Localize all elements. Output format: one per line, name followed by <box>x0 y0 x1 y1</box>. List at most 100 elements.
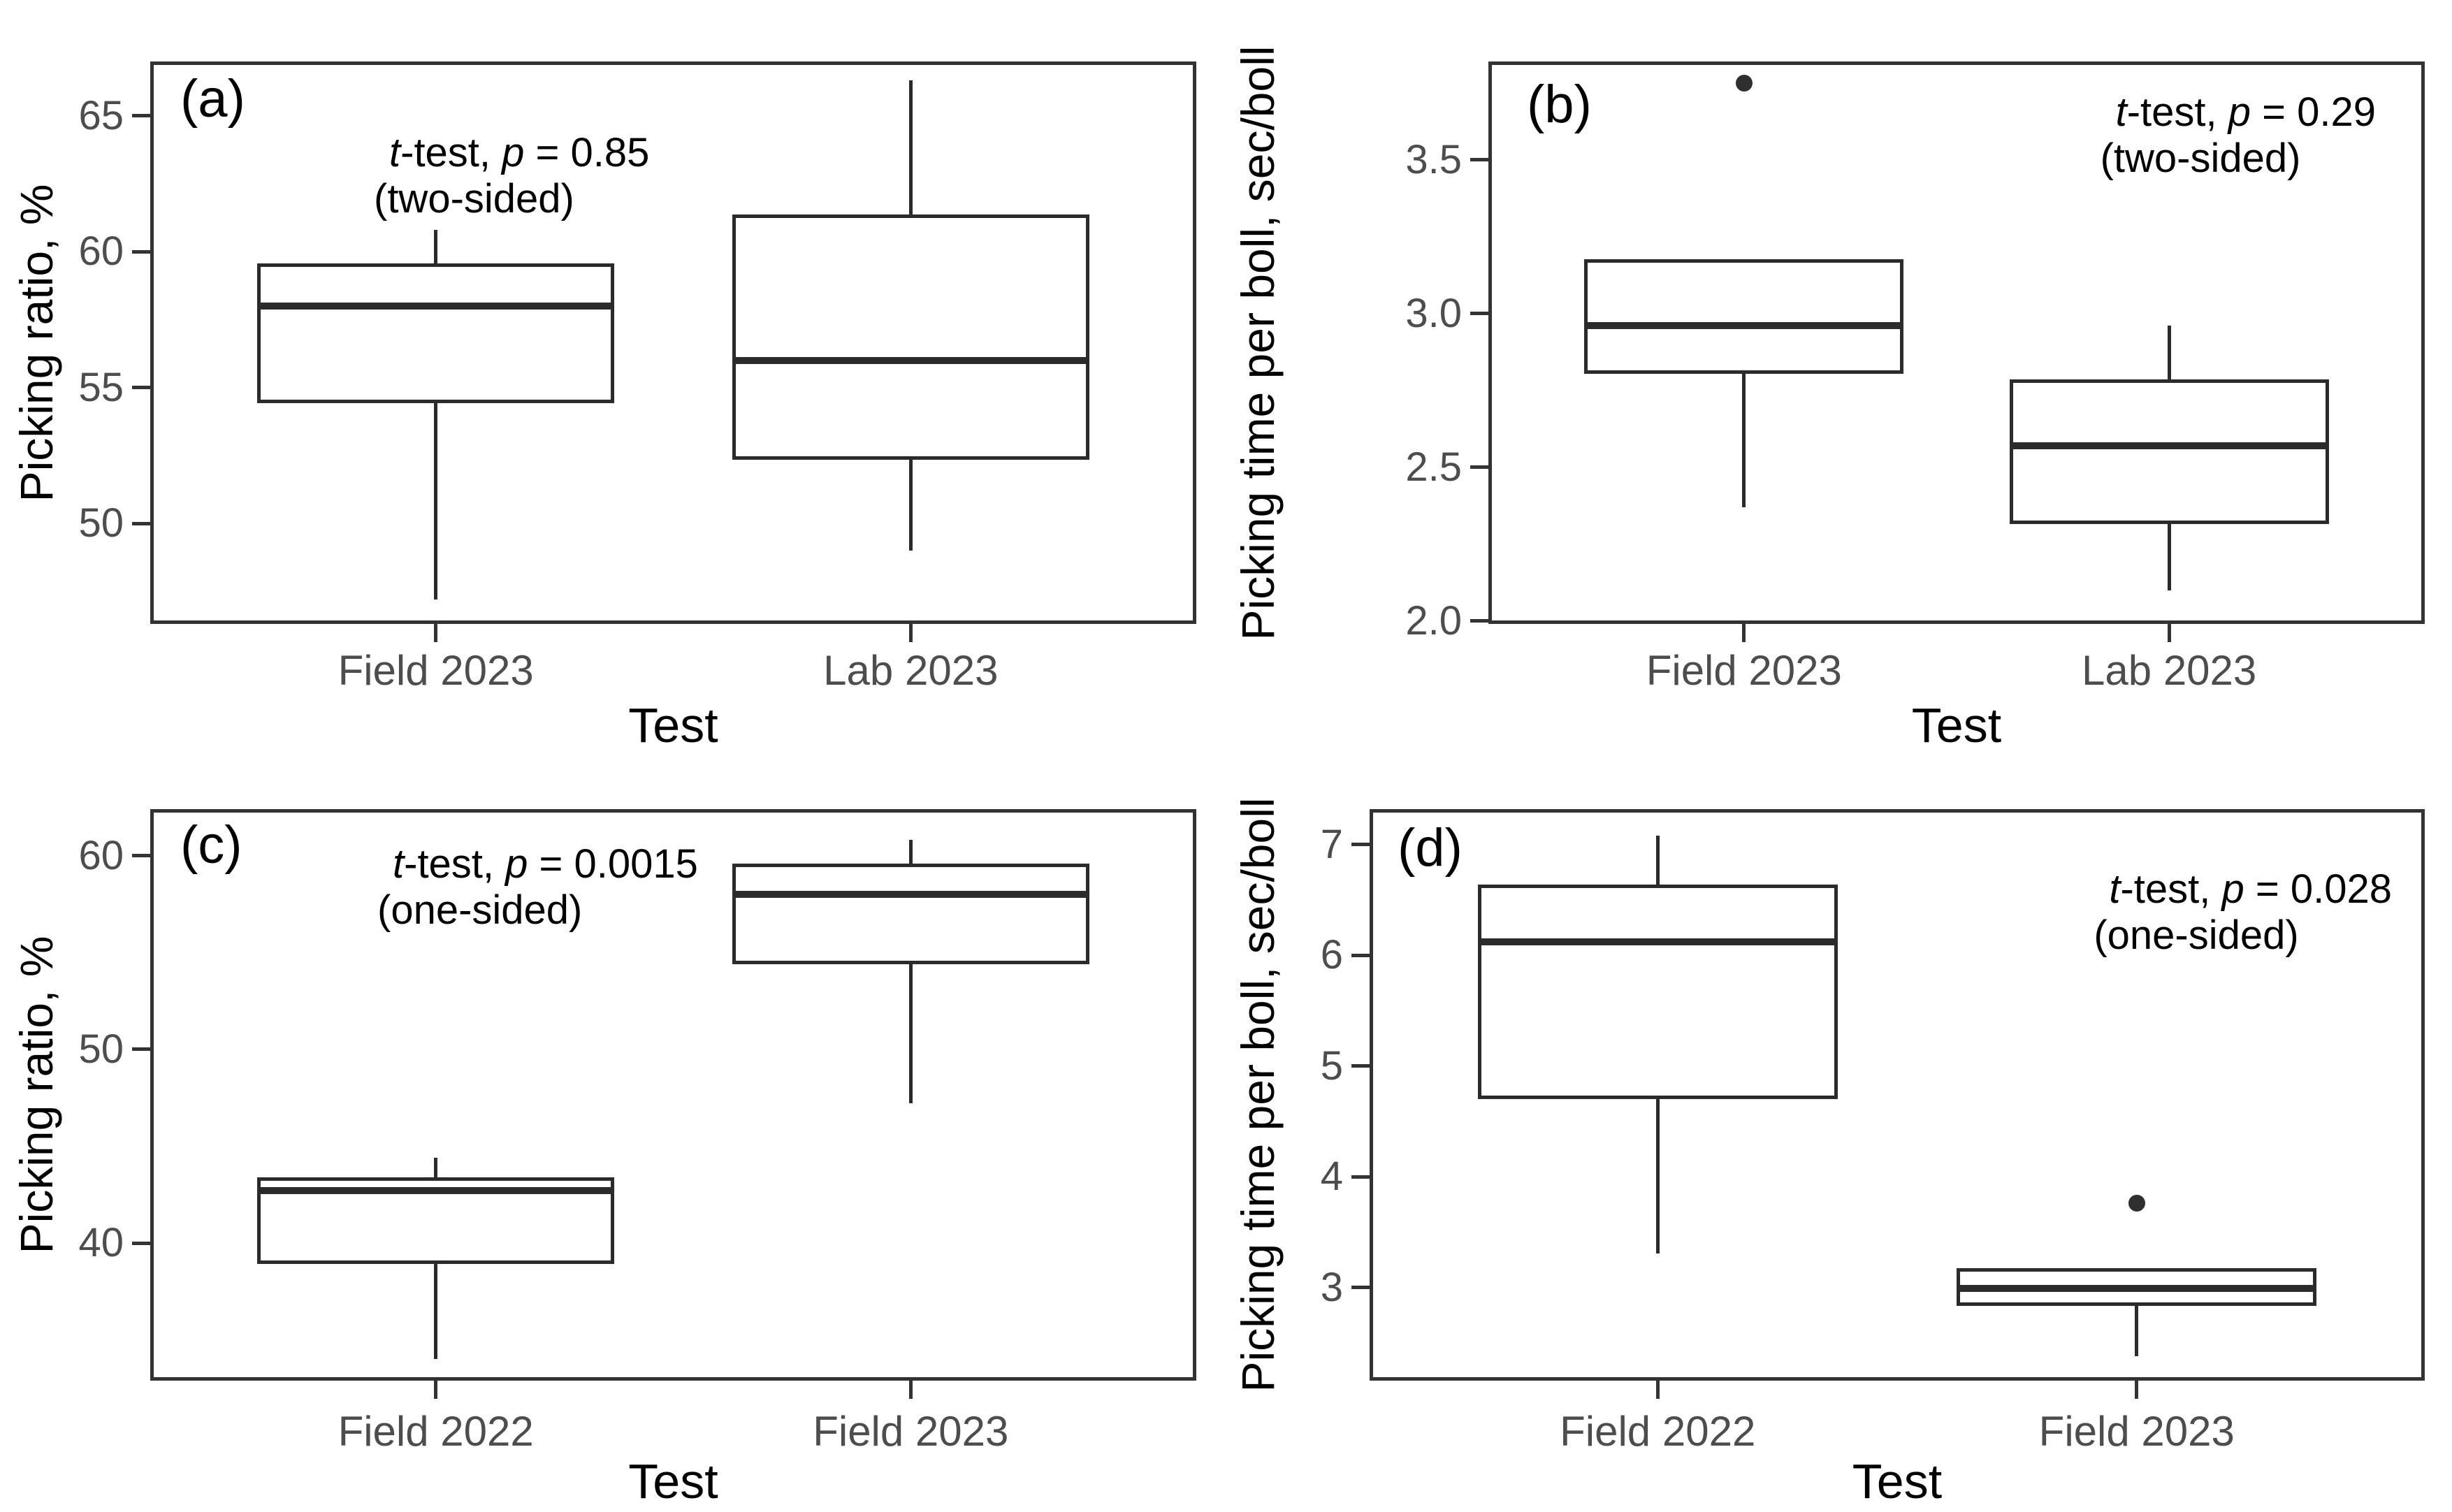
lower-whisker <box>908 962 913 1104</box>
y-tick-mark <box>1470 312 1488 316</box>
p-value-annotation-c: t-test, p = 0.0015 (one-sided) <box>377 841 698 933</box>
annotation-text-segment: -test, <box>400 130 502 175</box>
y-tick-label: 50 <box>78 500 124 546</box>
annotation-text-segment: = 0.0015 <box>528 841 698 887</box>
y-tick-mark <box>132 249 150 254</box>
y-tick-label: 2.0 <box>1405 597 1462 644</box>
annotation-test-line: t-test, p = 0.028 <box>2094 866 2392 913</box>
x-tick-mark <box>908 1381 913 1399</box>
annotation-italic-segment: t <box>393 841 405 887</box>
upper-whisker <box>434 230 438 266</box>
upper-whisker <box>434 1158 438 1179</box>
y-tick-label: 3.5 <box>1405 136 1462 182</box>
annotation-italic-segment: t <box>389 130 401 175</box>
y-tick-mark <box>1351 843 1370 847</box>
y-tick-mark <box>132 521 150 525</box>
panel-c-plot-area <box>150 809 1196 1381</box>
median-line <box>1477 938 1838 946</box>
annotation-text-segment: -test, <box>2120 866 2222 912</box>
y-tick-label: 3.0 <box>1405 290 1462 336</box>
upper-whisker <box>2167 326 2171 381</box>
lower-whisker <box>2135 1304 2139 1357</box>
x-tick-mark <box>2135 1381 2139 1399</box>
y-tick-label: 60 <box>78 832 124 878</box>
lower-whisker <box>2167 522 2171 590</box>
upper-whisker <box>908 840 913 866</box>
median-line <box>1584 322 1904 330</box>
annotation-text-segment: -test, <box>2126 89 2228 135</box>
panel-a-plot-area <box>150 61 1196 624</box>
lower-whisker <box>434 1262 438 1360</box>
y-tick-mark <box>1351 1175 1370 1179</box>
box-lab-2023 <box>732 215 1089 460</box>
x-axis-title-c: Test <box>628 1454 718 1509</box>
x-tick-mark <box>1742 624 1746 642</box>
p-value-annotation-b: t-test, p = 0.29 (two-sided) <box>2101 89 2376 182</box>
x-axis-title-d: Test <box>1852 1454 1943 1509</box>
upper-whisker <box>1655 836 1660 887</box>
y-tick-label: 2.5 <box>1405 444 1462 490</box>
annotation-italic-segment: p <box>2228 89 2251 135</box>
panel-label-b: (b) <box>1527 75 1592 134</box>
box-field-2022 <box>1477 885 1838 1099</box>
annotation-italic-segment: p <box>2221 866 2244 912</box>
y-tick-mark <box>132 114 150 118</box>
box-field-2023 <box>257 263 614 403</box>
y-tick-mark <box>132 1047 150 1052</box>
median-line <box>2009 442 2329 449</box>
y-tick-mark <box>1351 953 1370 957</box>
annotation-text-segment: = 0.85 <box>524 130 650 175</box>
x-tick-mark <box>1655 1381 1660 1399</box>
annotation-italic-segment: p <box>502 130 525 175</box>
x-tick-label-field-2022: Field 2022 <box>1560 1408 1756 1455</box>
x-tick-label-field-2023: Field 2023 <box>813 1408 1009 1455</box>
median-line <box>732 891 1089 898</box>
annotation-test-line: t-test, p = 0.85 <box>374 130 649 176</box>
annotation-italic-segment: t <box>2109 866 2121 912</box>
x-tick-mark <box>908 624 913 642</box>
y-tick-mark <box>1351 1064 1370 1068</box>
panel-label-d: (d) <box>1398 818 1463 878</box>
box-field-2023 <box>1584 259 1904 374</box>
annotation-sided-line: (two-sided) <box>2100 136 2301 181</box>
annotation-sided-line: (one-sided) <box>2094 913 2299 958</box>
y-tick-label: 40 <box>78 1220 124 1266</box>
panel-b-plot-area <box>1488 61 2425 624</box>
x-tick-mark <box>2167 624 2171 642</box>
x-tick-mark <box>434 1381 438 1399</box>
box-lab-2023 <box>2009 379 2329 525</box>
median-line <box>732 356 1089 364</box>
lower-whisker <box>1742 372 1746 507</box>
panel-label-a: (a) <box>180 69 245 129</box>
x-tick-label-field-2023: Field 2023 <box>338 647 534 694</box>
x-tick-label-lab-2023: Lab 2023 <box>2082 647 2257 694</box>
panel-label-c: (c) <box>180 815 242 875</box>
annotation-sided-line: (one-sided) <box>377 887 583 933</box>
annotation-text-segment: = 0.29 <box>2251 89 2376 135</box>
annotation-italic-segment: t <box>2115 89 2127 135</box>
median-line <box>257 303 614 310</box>
y-tick-label: 65 <box>78 92 124 138</box>
x-tick-mark <box>434 624 438 642</box>
y-tick-mark <box>1470 465 1488 470</box>
panel-d-plot-area <box>1370 809 2425 1381</box>
upper-whisker <box>908 80 913 217</box>
annotation-text-segment: = 0.028 <box>2244 866 2392 912</box>
p-value-annotation-d: t-test, p = 0.028 (one-sided) <box>2094 866 2392 959</box>
annotation-italic-segment: p <box>505 841 528 887</box>
x-tick-label-field-2023: Field 2023 <box>1646 647 1842 694</box>
x-tick-label-field-2023: Field 2023 <box>2038 1408 2235 1455</box>
y-tick-label: 5 <box>1320 1042 1343 1089</box>
annotation-test-line: t-test, p = 0.0015 <box>377 841 698 887</box>
outlier-point <box>2128 1195 2145 1212</box>
annotation-sided-line: (two-sided) <box>374 176 574 221</box>
y-tick-label: 7 <box>1320 821 1343 867</box>
box-field-2023 <box>732 863 1089 964</box>
y-tick-label: 6 <box>1320 932 1343 978</box>
median-line <box>1957 1285 2317 1293</box>
x-tick-label-field-2022: Field 2022 <box>338 1408 534 1455</box>
y-tick-mark <box>1470 619 1488 623</box>
y-tick-label: 50 <box>78 1026 124 1072</box>
y-axis-title-b: Picking time per boll, sec/boll <box>1232 45 1284 641</box>
x-tick-label-lab-2023: Lab 2023 <box>823 647 999 694</box>
